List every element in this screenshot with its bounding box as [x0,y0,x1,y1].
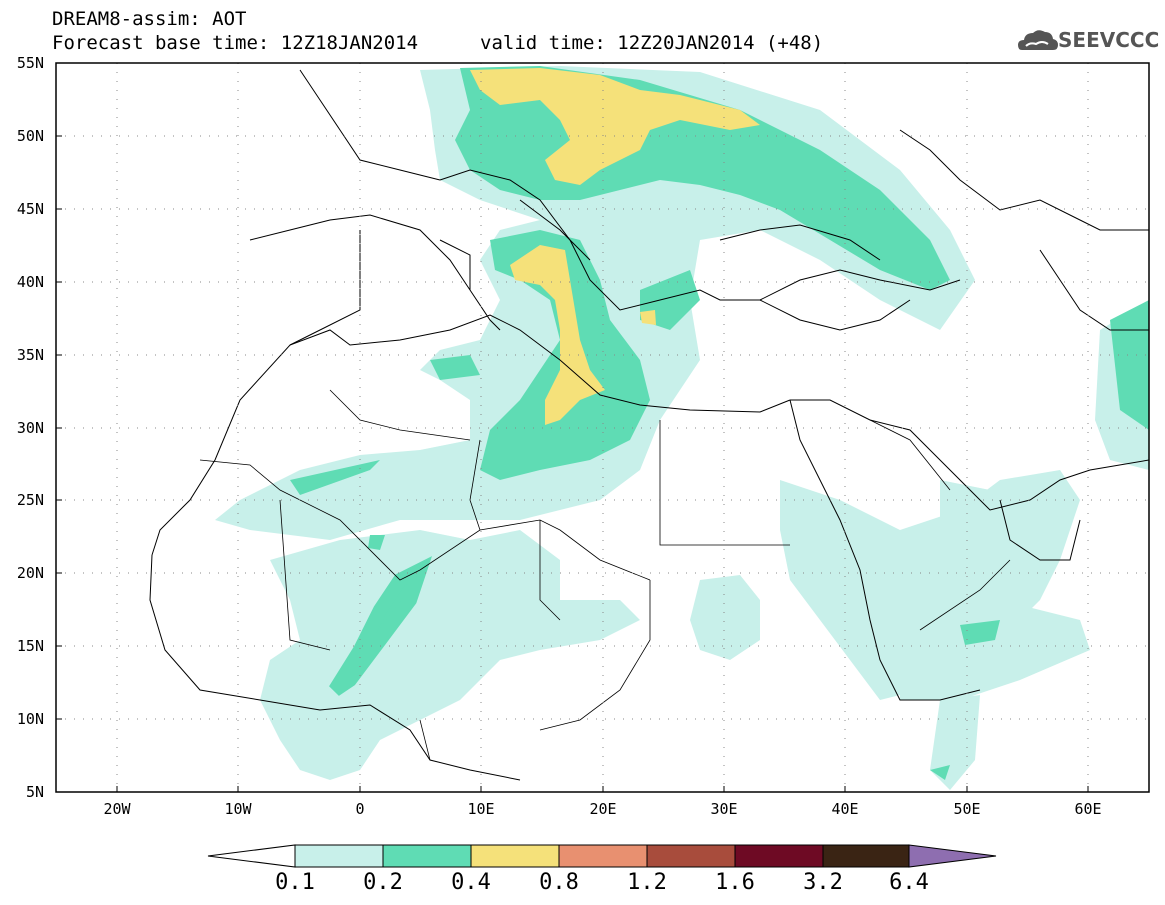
colorbar-extend-low [207,844,296,868]
colorbar-bin-1.6 [734,844,824,868]
coastlines [149,69,1149,781]
lon-label: 20E [589,800,617,818]
colorbar-bin-0.2 [382,844,472,868]
colorbar-label: 0.4 [451,870,491,895]
colorbar-label: 1.6 [715,870,755,895]
colorbar-bin-0.4 [470,844,560,868]
colorbar-bin-0.1 [294,844,384,868]
colorbar-label: 0.1 [275,870,315,895]
lon-label: 60E [1074,800,1102,818]
title-line-3: valid time: 12Z20JAN2014 (+48) [480,32,824,54]
cloud-icon [1018,30,1058,50]
colorbar-label: 3.2 [803,870,843,895]
colorbar-bin-3.2 [822,844,910,868]
lat-label: 50N [16,127,44,145]
colorbar [207,844,997,868]
colorbar-label: 0.8 [539,870,579,895]
axis-ticks [56,135,1089,792]
lon-label: 0 [355,800,365,818]
title-line-1: DREAM8-assim: AOT [52,8,247,30]
lon-label: 10W [224,800,252,818]
colorbar-label: 6.4 [889,870,929,895]
lat-label: 30N [16,419,44,437]
logo-text: SEEVCCC [1058,28,1160,52]
lat-label: 45N [16,200,44,218]
lat-label: 35N [16,346,44,364]
lon-label: 10E [467,800,495,818]
lon-label: 40E [831,800,859,818]
colorbar-bin-1.2 [646,844,736,868]
aot-contour-0.4 [470,68,760,425]
lat-label: 40N [16,273,44,291]
colorbar-label: 0.2 [363,870,403,895]
country-borders [199,389,1011,761]
lon-label: 50E [953,800,981,818]
colorbar-extend-high [908,844,997,868]
colorbar-label: 1.2 [627,870,667,895]
colorbar-bin-0.8 [558,844,648,868]
lat-label: 15N [16,637,44,655]
lat-label: 5N [25,783,44,801]
lon-label: 20W [103,800,131,818]
lat-label: 20N [16,564,44,582]
lon-label: 30E [710,800,738,818]
title-line-2: Forecast base time: 12Z18JAN2014 [52,32,419,54]
lat-label: 25N [16,491,44,509]
lat-label: 55N [16,54,44,72]
lat-label: 10N [16,710,44,728]
